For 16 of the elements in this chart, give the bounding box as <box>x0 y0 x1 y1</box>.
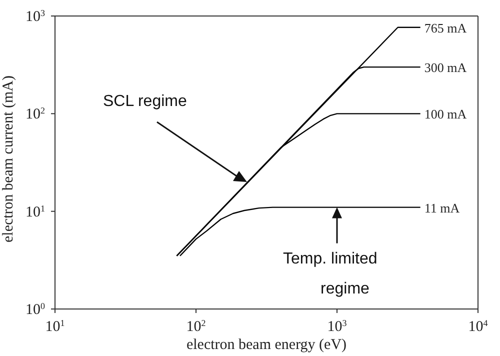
x-tick-label: 10$^{4}$ <box>468 318 488 335</box>
y-tick-label: 10$^{1}$ <box>26 203 45 220</box>
annotation: Temp. limited regime <box>283 250 378 298</box>
y-tick-label: 10$^{0}$ <box>26 301 46 318</box>
series-label: 300 mA <box>424 60 468 76</box>
x-axis-title: electron beam energy (eV) <box>186 337 347 353</box>
y-axis-title: electron beam current (mA) <box>0 75 16 242</box>
series-label: 765 mA <box>424 20 468 36</box>
x-tick-label: 10$^{2}$ <box>186 318 206 335</box>
series-label: 11 mA <box>424 200 460 216</box>
y-tick-label: 10$^{2}$ <box>26 106 45 123</box>
y-tick-label: 10$^{3}$ <box>26 8 46 25</box>
x-tick-label: 10$^{1}$ <box>45 318 65 335</box>
x-tick-label: 10$^{3}$ <box>327 318 348 335</box>
annotation: SCL regime <box>103 93 187 110</box>
series-label: 100 mA <box>424 106 468 122</box>
